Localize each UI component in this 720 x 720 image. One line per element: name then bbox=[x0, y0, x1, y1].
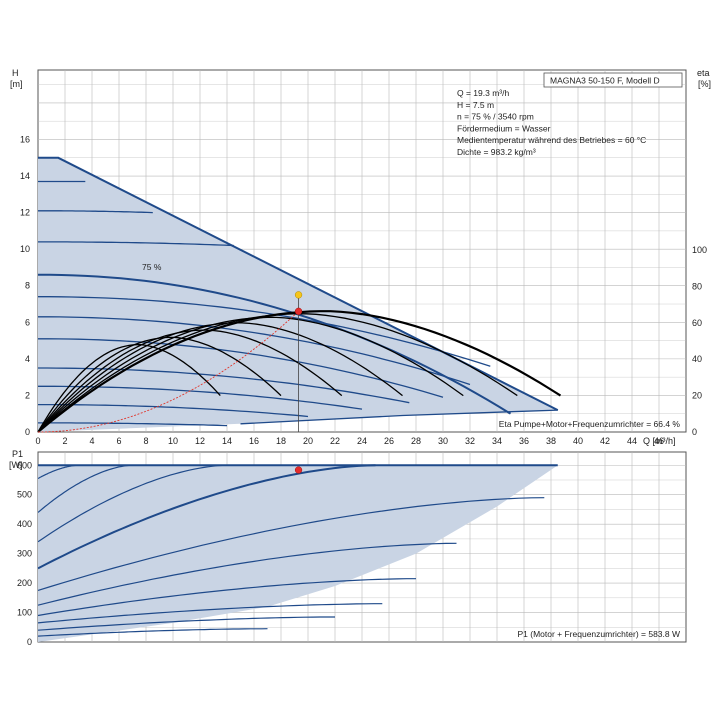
x-tick-label: 40 bbox=[573, 436, 583, 446]
x-tick-label: 24 bbox=[357, 436, 367, 446]
x-tick-label: 0 bbox=[35, 436, 40, 446]
info-line: Medientemperatur während des Betriebes =… bbox=[457, 135, 646, 145]
head-speed-curve bbox=[38, 338, 444, 398]
x-tick-label: 4 bbox=[89, 436, 94, 446]
x-tick-label: 2 bbox=[62, 436, 67, 446]
head-y-tick-label: 6 bbox=[25, 317, 30, 327]
speed-curve-label: 75 % bbox=[142, 262, 162, 272]
x-tick-label: 16 bbox=[249, 436, 259, 446]
x-tick-label: 18 bbox=[276, 436, 286, 446]
x-tick-label: 44 bbox=[627, 436, 637, 446]
head-speed-curve bbox=[38, 385, 363, 410]
head-y-tick-label: 16 bbox=[20, 134, 30, 144]
power-speed-curve bbox=[37, 464, 79, 480]
power-speed-curve bbox=[37, 464, 228, 543]
x-tick-label: 36 bbox=[519, 436, 529, 446]
eta-curve bbox=[37, 344, 221, 433]
info-line: Dichte = 983.2 kg/m³ bbox=[457, 147, 536, 157]
head-axis-label: H bbox=[12, 68, 19, 78]
power-speed-curve bbox=[37, 464, 133, 513]
efficiency-note: Eta Pumpe+Motor+Frequenzumrichter = 66.4… bbox=[499, 419, 681, 429]
power-speed-curve bbox=[37, 578, 416, 617]
eta-y-tick-label: 0 bbox=[692, 427, 697, 437]
x-tick-label: 6 bbox=[116, 436, 121, 446]
head-speed-curve bbox=[38, 296, 491, 367]
power-y-tick-label: 100 bbox=[17, 608, 32, 618]
head-y-tick-label: 10 bbox=[20, 244, 30, 254]
x-tick-label: 26 bbox=[384, 436, 394, 446]
eta-y-tick-label: 60 bbox=[692, 318, 702, 328]
head-y-tick-label: 14 bbox=[20, 171, 30, 181]
head-axis-unit: [m] bbox=[10, 79, 23, 89]
x-tick-label: 12 bbox=[195, 436, 205, 446]
power-note: P1 (Motor + Frequenzumrichter) = 583.8 W bbox=[517, 629, 680, 639]
eta-y-tick-label: 80 bbox=[692, 281, 702, 291]
duty-point bbox=[294, 307, 303, 315]
x-tick-label: 30 bbox=[438, 436, 448, 446]
eta-y-tick-label: 40 bbox=[692, 354, 702, 364]
head-speed-curve bbox=[38, 316, 471, 386]
power-speed-curve bbox=[37, 497, 545, 591]
eta-y-tick-label: 100 bbox=[692, 245, 707, 255]
x-tick-label: 38 bbox=[546, 436, 556, 446]
x-tick-label: 34 bbox=[492, 436, 502, 446]
power-duty-point bbox=[294, 466, 303, 474]
head-speed-curve bbox=[38, 241, 234, 247]
info-line: Q = 19.3 m³/h bbox=[457, 88, 509, 98]
power-speed-curve bbox=[37, 628, 268, 637]
operating-point bbox=[294, 291, 303, 299]
power-curve-75-percent bbox=[37, 464, 376, 570]
head-max-curve bbox=[38, 156, 559, 411]
power-y-tick-label: 500 bbox=[17, 490, 32, 500]
chart-title: MAGNA3 50-150 F, Modell D bbox=[550, 76, 660, 86]
x-tick-label: 32 bbox=[465, 436, 475, 446]
head-speed-curve bbox=[38, 403, 309, 418]
head-speed-curve bbox=[38, 422, 228, 427]
power-speed-curve bbox=[37, 616, 335, 631]
x-tick-label: 28 bbox=[411, 436, 421, 446]
eta-y-tick-label: 20 bbox=[692, 391, 702, 401]
eta-curve bbox=[37, 322, 403, 433]
x-tick-label: 10 bbox=[168, 436, 178, 446]
system-curve bbox=[37, 310, 299, 433]
head-speed-curve bbox=[38, 367, 410, 404]
eta-axis-unit: [%] bbox=[698, 79, 711, 89]
head-speed-curve bbox=[38, 210, 153, 214]
head-y-tick-label: 8 bbox=[25, 281, 30, 291]
power-axis-unit: [W] bbox=[9, 460, 23, 470]
title-box bbox=[543, 72, 683, 88]
power-y-tick-label: 200 bbox=[17, 578, 32, 588]
power-speed-curve bbox=[37, 542, 457, 606]
info-line: n = 75 % / 3540 rpm bbox=[457, 112, 534, 122]
x-tick-label: 42 bbox=[600, 436, 610, 446]
head-y-tick-label: 12 bbox=[20, 208, 30, 218]
info-line: Fördermedium = Wasser bbox=[457, 123, 551, 133]
power-y-tick-label: 600 bbox=[17, 460, 32, 470]
x-tick-label: 8 bbox=[143, 436, 148, 446]
power-y-tick-label: 300 bbox=[17, 549, 32, 559]
info-line: H = 7.5 m bbox=[457, 100, 494, 110]
power-y-tick-label: 0 bbox=[27, 637, 32, 647]
x-tick-label: 22 bbox=[330, 436, 340, 446]
head-y-tick-label: 2 bbox=[25, 390, 30, 400]
head-curve-75-percent bbox=[38, 273, 512, 415]
eta-axis-label: eta bbox=[697, 68, 710, 78]
power-speed-curve bbox=[37, 603, 383, 624]
power-axis-label: P1 bbox=[12, 449, 23, 459]
x-axis-label: Q [m³/h] bbox=[643, 436, 676, 446]
x-tick-label: 20 bbox=[303, 436, 313, 446]
power-y-tick-label: 400 bbox=[17, 519, 32, 529]
x-tick-label: 46 bbox=[654, 436, 664, 446]
head-y-tick-label: 4 bbox=[25, 354, 30, 364]
head-y-tick-label: 0 bbox=[25, 427, 30, 437]
x-tick-label: 14 bbox=[222, 436, 232, 446]
